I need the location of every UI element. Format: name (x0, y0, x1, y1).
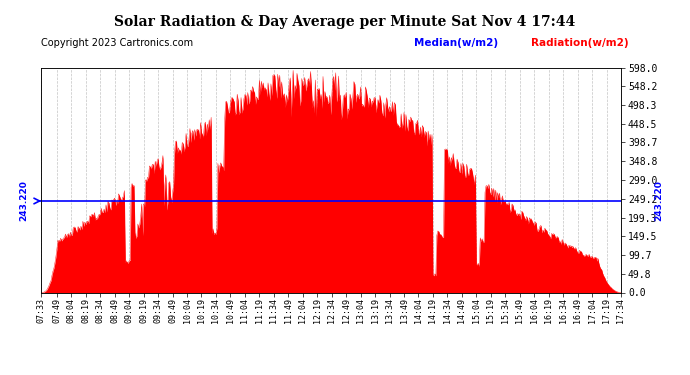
Text: Solar Radiation & Day Average per Minute Sat Nov 4 17:44: Solar Radiation & Day Average per Minute… (115, 15, 575, 29)
Text: Radiation(w/m2): Radiation(w/m2) (531, 38, 629, 48)
Text: Copyright 2023 Cartronics.com: Copyright 2023 Cartronics.com (41, 38, 193, 48)
Text: Median(w/m2): Median(w/m2) (414, 38, 498, 48)
Text: 243.220: 243.220 (19, 180, 29, 221)
Text: 243.220: 243.220 (654, 180, 664, 221)
